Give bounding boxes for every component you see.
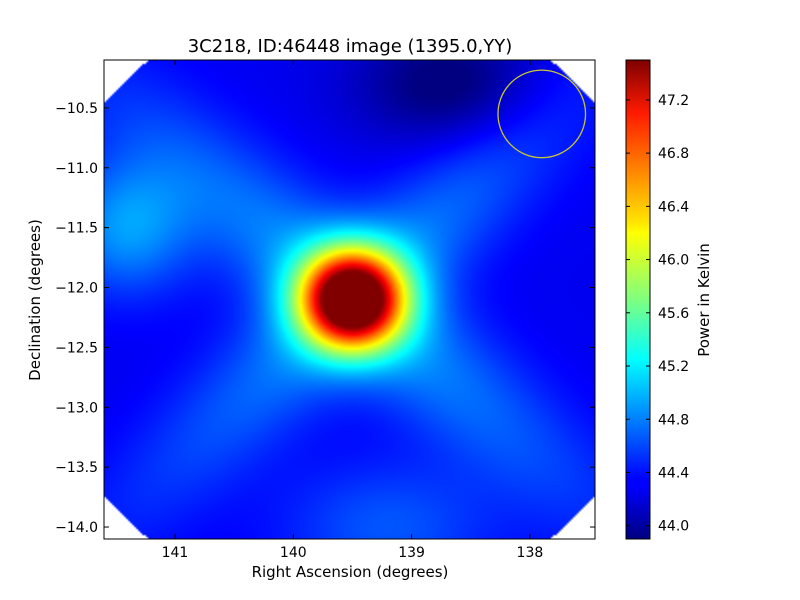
x-tick-label: 138: [517, 545, 544, 561]
colorbar-tick-label: 44.0: [658, 519, 689, 535]
y-axis-label: Declination (degrees): [26, 219, 44, 381]
x-tick-label: 140: [280, 545, 307, 561]
plot-frame: [103, 59, 596, 540]
y-tick-label: −13.0: [55, 400, 98, 416]
x-tick-label: 141: [162, 545, 189, 561]
y-tick-label: −11.0: [55, 161, 98, 177]
heatmap-plot-area: [104, 60, 595, 539]
colorbar-tick-label: 44.4: [658, 465, 689, 481]
colorbar-tick-label: 46.8: [658, 146, 689, 162]
x-tick-label: 139: [398, 545, 425, 561]
y-tick-label: −13.5: [55, 460, 98, 476]
y-tick-label: −12.5: [55, 340, 98, 356]
y-tick-label: −14.0: [55, 520, 98, 536]
heatmap-image: [104, 60, 595, 539]
colorbar-tick-label: 45.6: [658, 306, 689, 322]
y-tick-label: −11.5: [55, 221, 98, 237]
y-tick-label: −10.5: [55, 101, 98, 117]
y-axis-ticks: −10.5 −11.0 −11.5 −12.0 −12.5 −13.0 −13.5 −14.0: [55, 101, 595, 536]
colorbar-tick-label: 44.8: [658, 412, 689, 428]
beam-circle: [497, 69, 587, 159]
colorbar: [625, 59, 651, 540]
colorbar-tick-label: 47.2: [658, 93, 689, 109]
colorbar-label: Power in Kelvin: [695, 243, 713, 357]
colorbar-tick-label: 45.2: [658, 359, 689, 375]
colorbar-tick-label: 46.0: [658, 253, 689, 269]
x-axis-label: Right Ascension (degrees): [252, 563, 449, 581]
chart-title: 3C218, ID:46448 image (1395.0,YY): [188, 36, 513, 57]
colorbar-ticks: 44.0 44.4 44.8 45.2 45.6 46.0 46.4 46.8 47.2: [626, 93, 689, 535]
colorbar-tick-label: 46.4: [658, 199, 689, 215]
y-tick-label: −12.0: [55, 281, 98, 297]
x-axis-ticks: 141 140 139 138: [162, 60, 544, 561]
